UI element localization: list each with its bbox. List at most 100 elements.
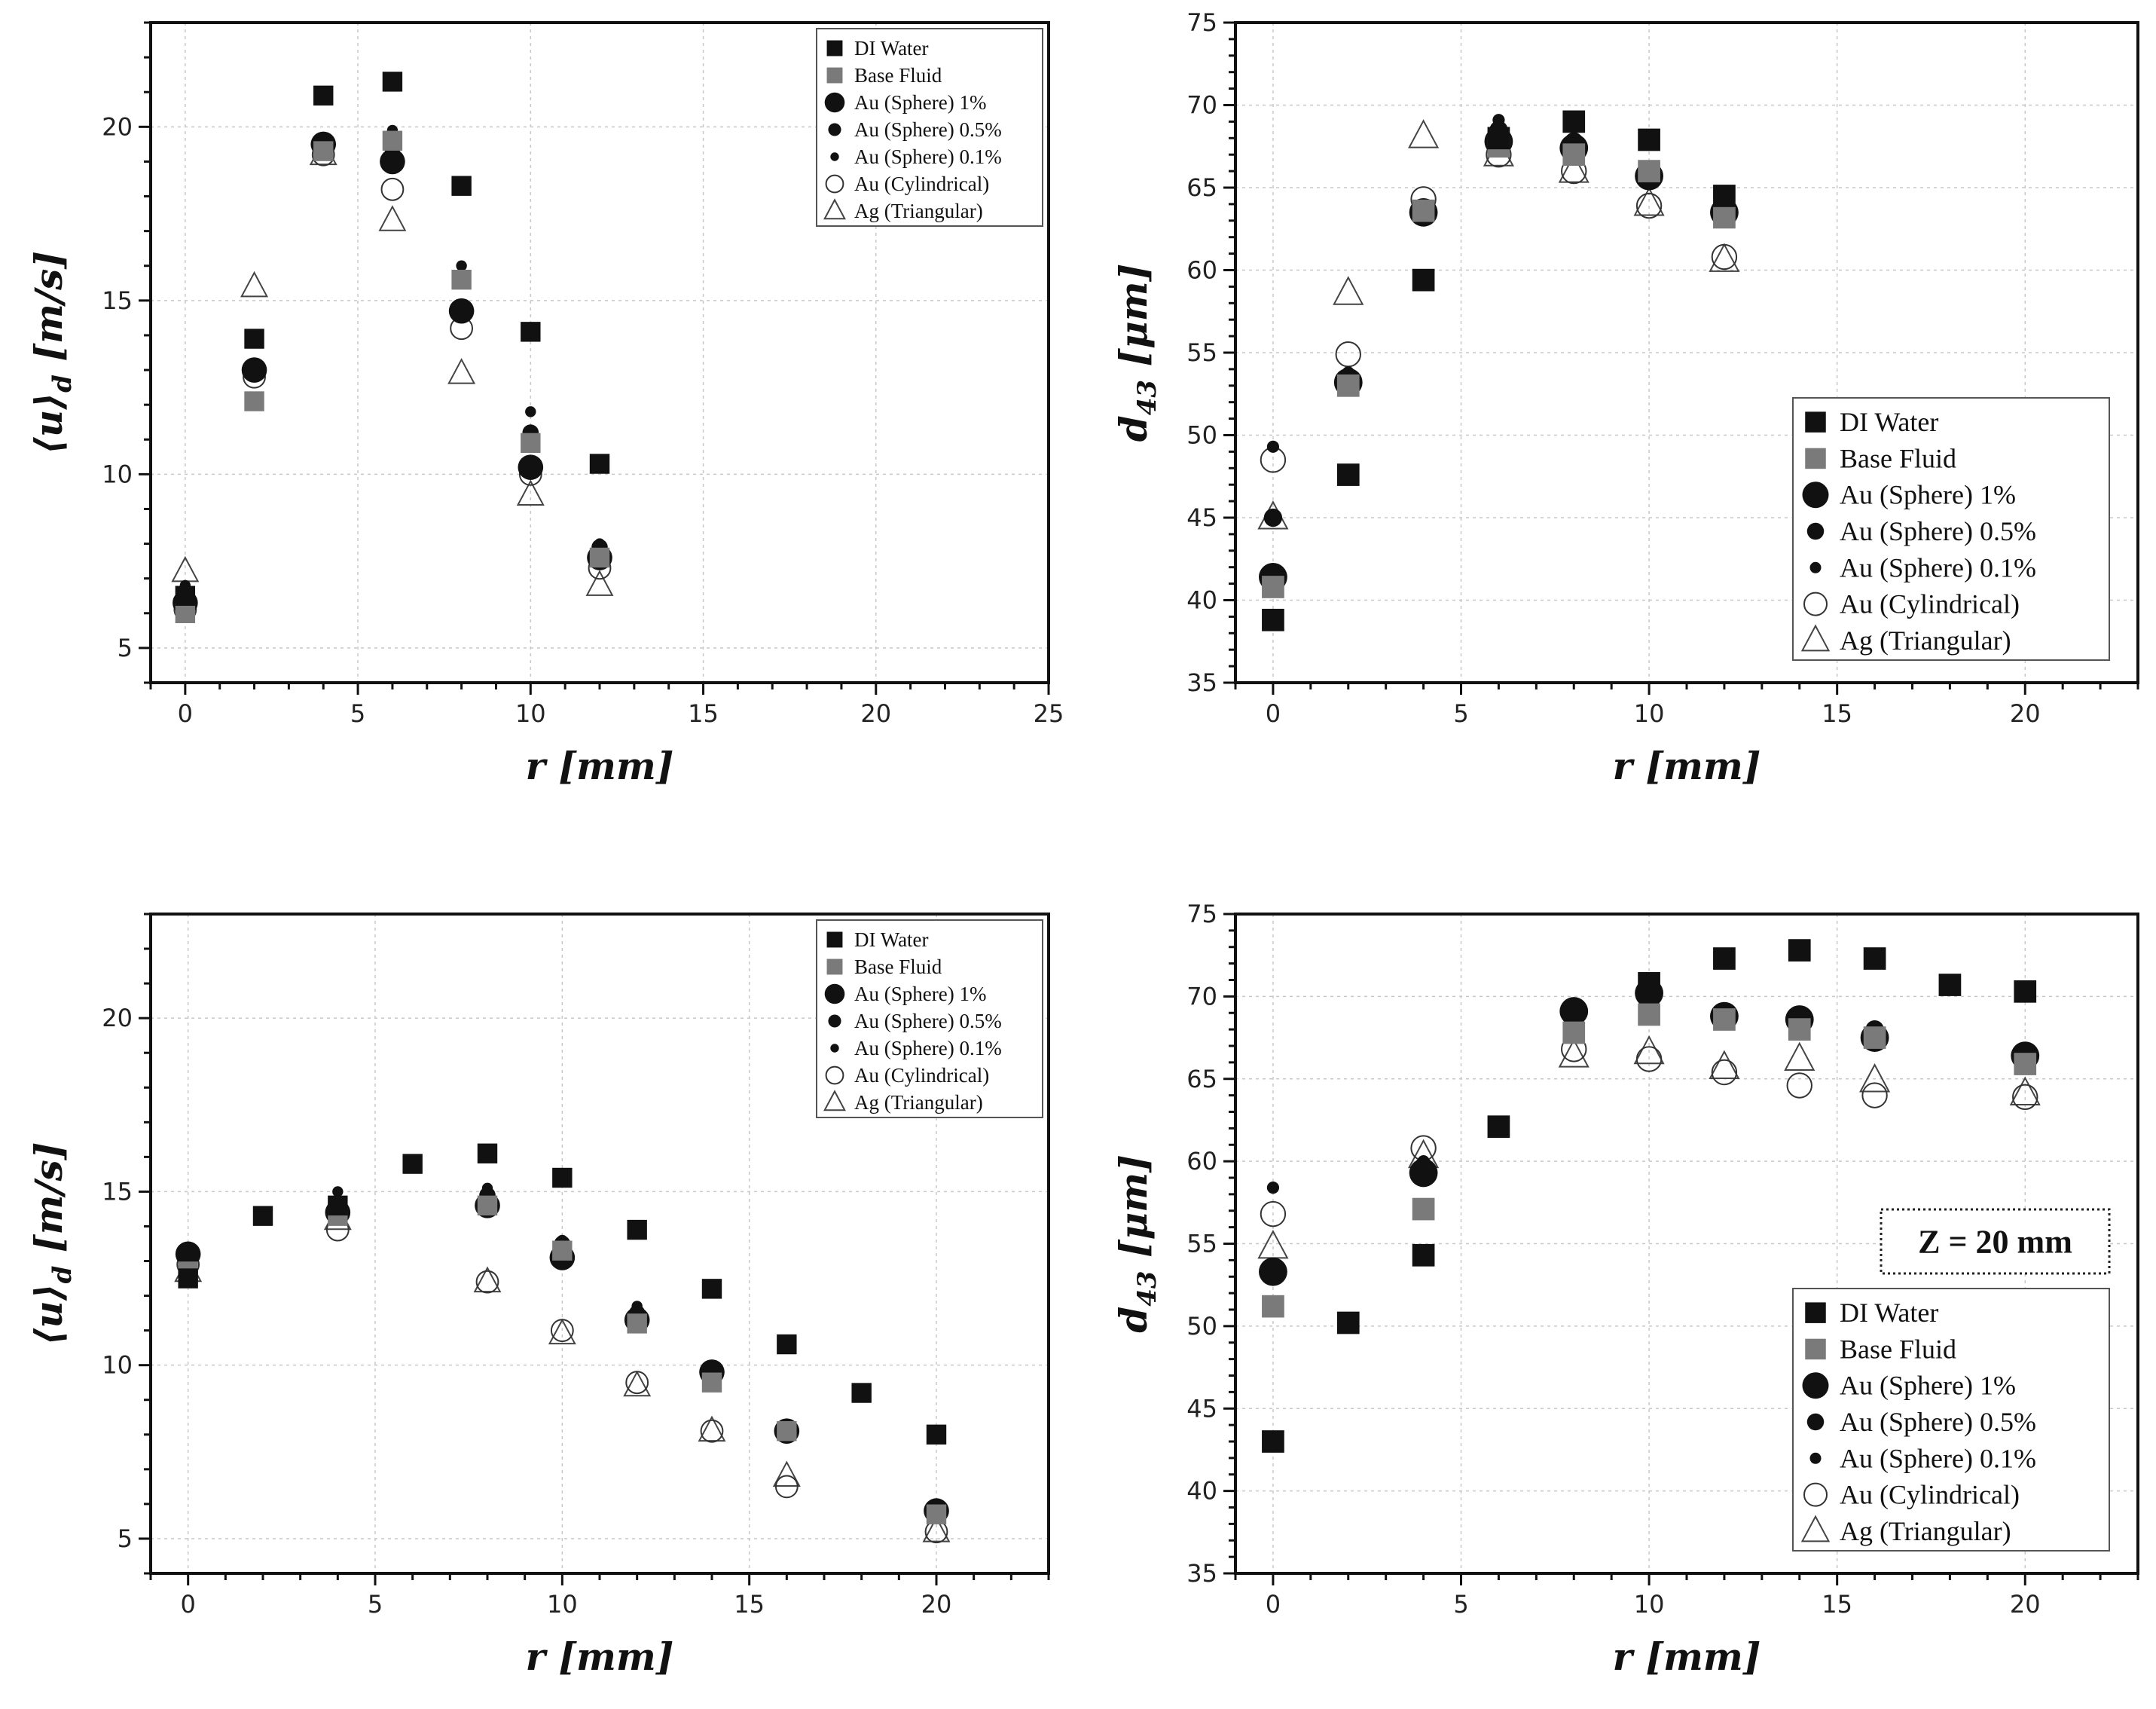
data-point: [175, 585, 196, 606]
x-axis-label: r [mm]: [1613, 1634, 1761, 1679]
y-tick-label: 40: [1186, 586, 1217, 615]
data-point: [518, 454, 544, 480]
y-tick-label: 65: [1186, 1065, 1217, 1093]
y-tick-label: 55: [1186, 1230, 1217, 1258]
x-tick-label: 0: [1266, 1590, 1281, 1619]
data-point: [1711, 243, 1738, 271]
data-point: [1412, 199, 1435, 222]
data-point: [851, 1383, 872, 1403]
data-point: [1786, 1072, 1812, 1099]
data-point: [1863, 1026, 1886, 1049]
data-point: [777, 1334, 797, 1355]
legend-marker: [825, 1065, 844, 1085]
y-tick-label: 60: [1186, 256, 1217, 285]
legend-marker: [828, 123, 841, 136]
x-tick-label: 10: [1634, 1590, 1665, 1619]
legend-marker: [826, 958, 843, 975]
data-point: [1263, 508, 1283, 527]
y-tick-label: 50: [1186, 421, 1217, 450]
data-point: [1412, 1243, 1435, 1267]
data-point: [1487, 127, 1510, 150]
series-5: [1260, 142, 1738, 473]
y-axis-label: d43 [μm]: [1111, 264, 1162, 442]
data-point: [477, 1143, 498, 1163]
y-axis-label-units: [m/s]: [26, 251, 71, 375]
data-point: [623, 1370, 652, 1397]
data-point: [700, 1419, 724, 1443]
series-5: [176, 1218, 948, 1544]
y-axis-label-subscript: 43: [1132, 380, 1162, 415]
legend-marker: [1800, 1515, 1831, 1542]
x-axis: 0 5 10 15 20: [1234, 1573, 2139, 1619]
data-point: [380, 148, 405, 175]
data-point: [380, 177, 405, 201]
x-axis: 0 5 10 15 20: [149, 1573, 1050, 1619]
legend-marker: [1805, 448, 1826, 469]
data-point: [627, 1313, 647, 1334]
legend: DI Water Base Fluid Au (Sphere) 1% Au (Sphe…: [816, 919, 1043, 1118]
legend-marker: [1803, 1482, 1828, 1507]
series-4: [1266, 998, 2032, 1194]
annotation-label: Z = 20 mm: [1918, 1224, 2072, 1261]
data-point: [585, 570, 614, 596]
y-tick-label: 10: [102, 460, 133, 488]
series-0: [175, 72, 610, 606]
data-point: [1558, 1038, 1590, 1068]
y-axis-label-main: d: [1111, 1307, 1156, 1333]
legend-label: DI Water: [1840, 407, 1938, 437]
data-point: [175, 1241, 201, 1267]
x-axis-label: r [mm]: [1613, 744, 1761, 788]
y-tick-label: 15: [102, 286, 133, 315]
data-point: [1333, 276, 1364, 305]
data-point: [382, 72, 403, 92]
y-axis-label-subscript: d: [47, 1265, 78, 1283]
legend-label: Au (Sphere) 1%: [854, 983, 986, 1005]
x-tick-label: 20: [860, 699, 891, 728]
data-point: [1713, 206, 1736, 229]
x-tick-label: 25: [1034, 699, 1064, 728]
x-tick-label: 5: [368, 1590, 383, 1619]
data-point: [777, 1420, 797, 1441]
data-point: [402, 1154, 423, 1174]
legend-label: Au (Sphere) 0.5%: [854, 1010, 1002, 1032]
legend: DI Water Base Fluid Au (Sphere) 1% Au (Sphe…: [816, 28, 1043, 227]
data-point: [378, 205, 407, 231]
y-axis-label-units: [μm]: [1111, 1154, 1156, 1270]
data-point: [1262, 1295, 1284, 1318]
data-point: [1412, 268, 1435, 292]
y-axis-label-subscript: 43: [1132, 1270, 1162, 1306]
data-point: [627, 1219, 647, 1240]
x-tick-label: 15: [1822, 699, 1852, 728]
y-axis-label-main: ⟨u⟩: [26, 393, 71, 454]
series-0: [1262, 110, 1736, 631]
y-tick-label: 65: [1186, 173, 1217, 202]
legend-label: Base Fluid: [854, 64, 942, 87]
data-point: [1262, 608, 1284, 631]
data-point: [772, 1460, 801, 1487]
series-2: [173, 131, 612, 616]
data-point: [175, 603, 196, 623]
data-point: [589, 547, 610, 568]
legend-label: Au (Sphere) 1%: [1840, 1371, 2016, 1401]
legend-marker: [825, 174, 844, 194]
data-point: [550, 1319, 574, 1343]
y-axis-label: ⟨u⟩d [m/s]: [26, 251, 78, 454]
data-point: [922, 1516, 951, 1542]
x-tick-label: 15: [734, 1590, 765, 1619]
series-6: [171, 139, 614, 596]
data-point: [1633, 1035, 1665, 1065]
legend-marker: [823, 1090, 846, 1111]
series-1: [1262, 135, 1736, 598]
x-axis-label: r [mm]: [526, 1634, 674, 1679]
data-point: [477, 1195, 498, 1216]
data-point: [1788, 1018, 1811, 1041]
series-3: [177, 132, 608, 601]
data-point: [313, 141, 334, 161]
data-point: [521, 433, 541, 454]
data-point: [1863, 947, 1886, 970]
legend-marker: [1802, 1372, 1829, 1399]
y-tick-label: 35: [1186, 668, 1217, 697]
x-tick-label: 10: [547, 1590, 578, 1619]
data-point: [1635, 192, 1663, 219]
data-point: [473, 1266, 502, 1293]
